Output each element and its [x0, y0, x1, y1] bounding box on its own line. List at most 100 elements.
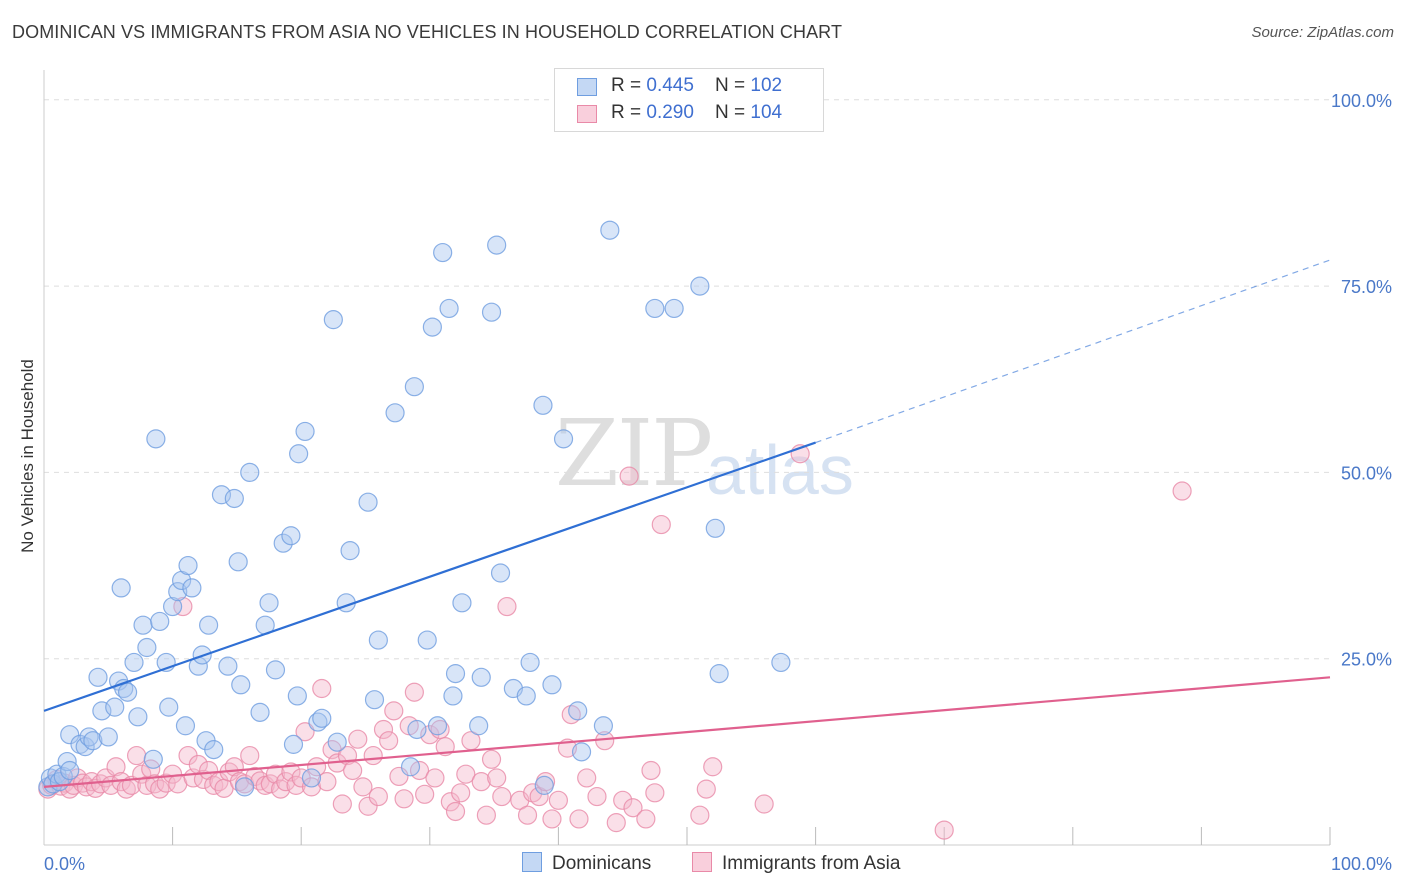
point-immigrants-from-asia — [606, 813, 626, 833]
trend-line-dominicans-extension — [815, 259, 1331, 444]
point-immigrants-from-asia — [934, 820, 954, 840]
point-dominicans — [487, 235, 507, 255]
point-immigrants-from-asia — [569, 809, 589, 829]
point-dominicans — [404, 377, 424, 397]
point-immigrants-from-asia — [358, 796, 378, 816]
point-immigrants-from-asia — [368, 786, 388, 807]
axes — [43, 70, 1331, 846]
point-dominicans — [79, 727, 99, 747]
legend-swatch-dominicans — [522, 852, 542, 872]
point-immigrants-from-asia — [415, 784, 435, 804]
point-dominicans — [308, 712, 328, 732]
legend-n-label: N = — [715, 75, 751, 96]
point-immigrants-from-asia — [363, 745, 383, 766]
point-dominicans — [471, 667, 491, 687]
point-dominicans — [295, 421, 315, 442]
point-dominicans — [553, 429, 574, 449]
point-dominicans — [422, 317, 442, 337]
point-immigrants-from-asia — [373, 719, 394, 740]
legend-item-immigrants: Immigrants from Asia — [692, 852, 900, 875]
point-dominicans — [534, 775, 554, 795]
point-dominicans — [771, 652, 791, 673]
legend-label-immigrants: Immigrants from Asia — [722, 853, 901, 874]
point-immigrants-from-asia — [487, 768, 507, 788]
point-dominicans — [124, 652, 144, 673]
point-immigrants-from-asia — [451, 783, 471, 803]
point-dominicans — [690, 276, 710, 296]
point-immigrants-from-asia — [240, 745, 260, 766]
point-dominicans — [645, 298, 665, 319]
point-dominicans — [281, 526, 301, 546]
point-dominicans — [235, 777, 255, 797]
point-immigrants-from-asia — [317, 772, 337, 792]
point-immigrants-from-asia — [260, 774, 280, 794]
point-immigrants-from-asia — [332, 794, 352, 814]
point-dominicans — [452, 593, 472, 613]
point-dominicans — [273, 533, 293, 553]
point-dominicans — [111, 578, 131, 598]
point-dominicans — [250, 702, 270, 722]
point-dominicans — [228, 552, 248, 572]
legend-n-label: N = — [715, 102, 751, 123]
point-dominicans — [520, 652, 540, 673]
point-immigrants-from-asia — [492, 786, 512, 807]
legend-label-dominicans: Dominicans — [552, 853, 652, 874]
point-dominicans — [128, 707, 148, 727]
y-tick-label: 25.0% — [1341, 650, 1392, 670]
point-dominicans — [490, 563, 511, 583]
point-immigrants-from-asia — [497, 596, 517, 617]
point-immigrants-from-asia — [641, 760, 661, 781]
point-immigrants-from-asia — [353, 777, 373, 797]
point-immigrants-from-asia — [394, 789, 414, 809]
point-dominicans — [182, 578, 202, 598]
point-dominicans — [516, 686, 536, 706]
point-dominicans — [265, 660, 286, 680]
legend-r-value: 0.290 — [646, 102, 694, 123]
point-dominicans — [143, 749, 163, 769]
legend-r-value: 0.445 — [646, 75, 694, 96]
point-immigrants-from-asia — [471, 772, 491, 792]
point-immigrants-from-asia — [548, 790, 569, 810]
point-dominicans — [417, 630, 437, 650]
point-dominicans — [323, 310, 343, 330]
point-immigrants-from-asia — [343, 760, 363, 781]
point-dominicans — [211, 485, 232, 505]
point-dominicans — [301, 768, 322, 788]
point-dominicans — [287, 686, 307, 706]
watermark-zip: ZIP — [555, 400, 713, 507]
point-immigrants-from-asia — [295, 722, 315, 742]
point-dominicans — [259, 593, 279, 613]
point-dominicans — [593, 716, 614, 736]
legend-swatch-pink — [577, 105, 597, 123]
x-tick-label-min: 0.0% — [44, 854, 85, 874]
point-immigrants-from-asia — [404, 682, 424, 702]
point-dominicans — [163, 596, 183, 617]
point-dominicans — [105, 697, 125, 717]
point-dominicans — [571, 742, 592, 762]
point-dominicans — [150, 611, 170, 632]
point-dominicans — [709, 664, 729, 684]
point-immigrants-from-asia — [137, 775, 157, 795]
point-dominicans — [199, 615, 219, 635]
point-dominicans — [289, 444, 309, 464]
point-dominicans — [433, 242, 453, 263]
point-dominicans — [133, 615, 153, 635]
legend-n-value: 104 — [750, 102, 783, 123]
trend-line-immigrants — [43, 676, 1331, 788]
point-dominicans — [327, 732, 347, 752]
point-immigrants-from-asia — [587, 786, 607, 807]
point-dominicans — [75, 737, 95, 757]
point-immigrants-from-asia — [312, 678, 332, 699]
point-dominicans — [283, 734, 304, 754]
point-immigrants-from-asia — [623, 798, 643, 818]
y-tick-label: 75.0% — [1341, 277, 1392, 297]
point-immigrants-from-asia — [651, 514, 671, 535]
trend-line-dominicans — [43, 441, 816, 712]
point-immigrants-from-asia — [348, 729, 368, 749]
point-immigrants-from-asia — [1172, 481, 1192, 501]
point-immigrants-from-asia — [619, 466, 639, 486]
point-dominicans — [664, 298, 684, 319]
stats-legend: R = 0.445 N = 102 R = 0.290 N = 104 — [554, 68, 824, 132]
point-dominicans — [168, 582, 188, 602]
point-dominicans — [224, 488, 244, 509]
